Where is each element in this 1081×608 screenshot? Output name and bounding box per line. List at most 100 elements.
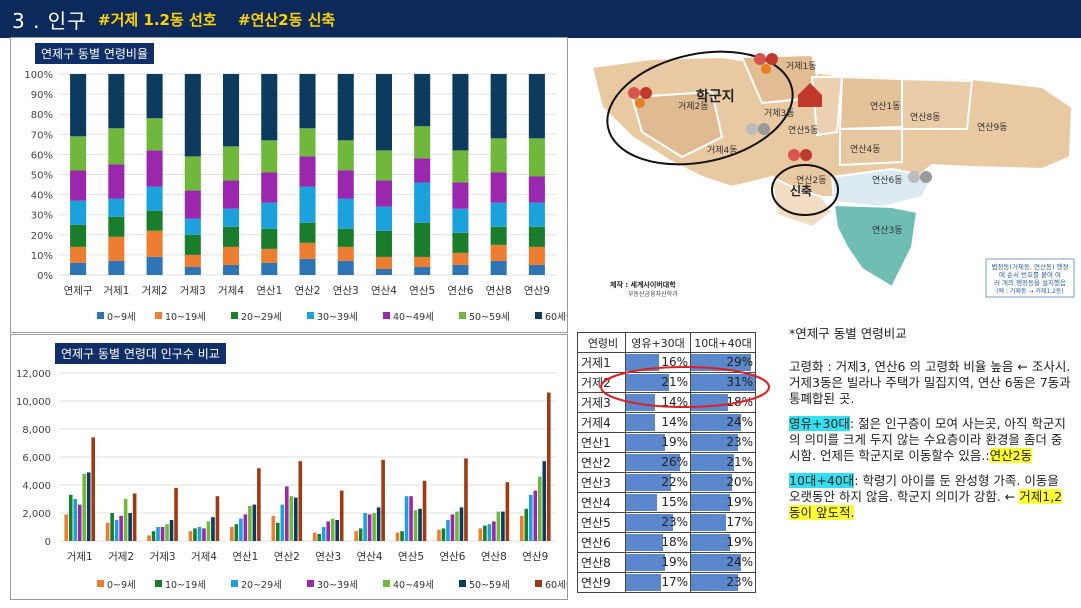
bar-segment (299, 74, 316, 129)
bar-segment (490, 74, 507, 139)
table-cell: 21% (690, 452, 756, 473)
data-bar (691, 574, 739, 591)
map-label: 연산9동 (977, 122, 1008, 133)
data-bar (626, 514, 674, 531)
bar (446, 520, 450, 541)
bar (496, 511, 501, 541)
bar-segment (223, 226, 240, 247)
cell-value: 19% (726, 495, 753, 509)
bar (459, 507, 464, 541)
cell-value: 24% (726, 555, 753, 569)
legend-label: 20~29세 (241, 580, 282, 591)
table-cell: 19% (625, 552, 691, 573)
notes-aging: 고령화 : 거제3, 연산6 의 고령화 비율 높음 ← 조사시. 거제3동은 … (789, 359, 1071, 406)
data-bar (626, 374, 670, 391)
bar-segment (490, 226, 507, 245)
map-label: 연산4동 (850, 144, 881, 155)
bar (206, 521, 211, 541)
row-label: 연산8 (577, 552, 626, 573)
bar (321, 527, 326, 541)
table-row: 연산8 19% 24% (577, 552, 756, 573)
y-tick-label: 6,000 (22, 453, 51, 464)
bar-segment (337, 170, 354, 199)
x-tick-label: 연산4 (371, 285, 397, 297)
bar-segment (414, 74, 431, 127)
map-note: 에 순서 번호를 붙여 여 (999, 270, 1061, 279)
legend-label: 40~49세 (393, 312, 434, 323)
legend-label: 60세이상 (545, 312, 567, 323)
cell-value: 26% (661, 455, 688, 469)
bar (165, 524, 169, 541)
bar-segment (414, 222, 431, 257)
bar (193, 528, 197, 541)
bar (464, 458, 468, 541)
bar-segment (261, 140, 278, 173)
table-row: 연산4 15% 19% (577, 492, 756, 513)
bar (533, 490, 538, 541)
map-label: 연산3동 (872, 225, 903, 236)
bar (363, 513, 367, 541)
data-bar (691, 494, 731, 511)
data-bar (626, 414, 655, 431)
legend-swatch (231, 580, 238, 587)
bar (501, 511, 505, 541)
bar (123, 499, 128, 541)
bar (147, 535, 151, 541)
table-cell: 31% (690, 372, 756, 393)
bar (160, 527, 165, 541)
legend-swatch (383, 580, 390, 587)
bar-segment (261, 74, 278, 141)
legend-label: 30~39세 (317, 312, 358, 323)
bar-segment (146, 118, 163, 151)
bar-segment (452, 232, 469, 253)
family-icon (628, 87, 652, 108)
bar (487, 524, 492, 541)
elderly-couple-icon (908, 171, 932, 183)
legend-swatch (307, 312, 314, 319)
bar (105, 522, 110, 541)
data-bar (626, 354, 660, 371)
cell-value: 19% (661, 555, 688, 569)
bar-segment (70, 74, 87, 137)
age-comparison-table: 연령비 영유+30대 10대+40대 거제1 16% 29% 거제2 21% 31% 거제3… (577, 332, 756, 593)
bar (91, 437, 96, 541)
table-row: 연산9 17% 23% (577, 572, 756, 593)
bar (188, 531, 193, 541)
district-map-svg: 학군지 신축 거제1동 거제2동 거제3동 거제4동 연산1동 연산2동 연산3… (590, 50, 1075, 298)
table-cell: 17% (690, 512, 756, 533)
age-ratio-chart: 0% 10% 20% 30% 40% 50% 60% 70% 80% 90% 100% 연제구 거제1 거… (24, 70, 567, 323)
bar-segment (184, 190, 201, 219)
table-row: 연산6 18% 19% (577, 532, 756, 553)
bar (339, 490, 344, 541)
x-tick-label: 연산2 (274, 551, 300, 563)
map-label: 연산8동 (910, 112, 941, 123)
bar-segment (414, 266, 431, 275)
bar-segment (299, 156, 316, 187)
y-tick-label: 20% (31, 231, 53, 242)
school-families-text: : 학령기 아이를 둔 완성형 가족. 이동을 오랫동안 하지 않음. 학군지 … (789, 473, 1059, 504)
bar-segment (70, 224, 87, 247)
young-families-label: 영유+30대 (789, 416, 850, 431)
bar (293, 497, 298, 541)
bar (289, 496, 294, 541)
bar (211, 517, 215, 541)
legend-swatch (307, 580, 314, 587)
data-bar (626, 494, 657, 511)
bar-segment (108, 236, 125, 261)
section-title: 3 . 인구 (12, 9, 87, 33)
bar (524, 508, 529, 541)
bar (381, 459, 385, 541)
bar-segment (261, 172, 278, 203)
bar-segment (490, 244, 507, 261)
table-cell: 19% (690, 492, 756, 513)
bar-segment (414, 158, 431, 183)
bar-segment (375, 256, 392, 269)
bar (239, 518, 243, 541)
bar-segment (184, 254, 201, 267)
bar (376, 507, 381, 541)
x-tick-label: 연산6 (447, 285, 473, 297)
age-ratio-chart-panel: 연제구 동별 연령비율 0% 10% 20% 30% 40% 50% 60% 70% 80% 90… (10, 37, 568, 333)
bar (119, 515, 123, 541)
bar-segment (414, 126, 431, 159)
bar-segment (223, 208, 240, 227)
